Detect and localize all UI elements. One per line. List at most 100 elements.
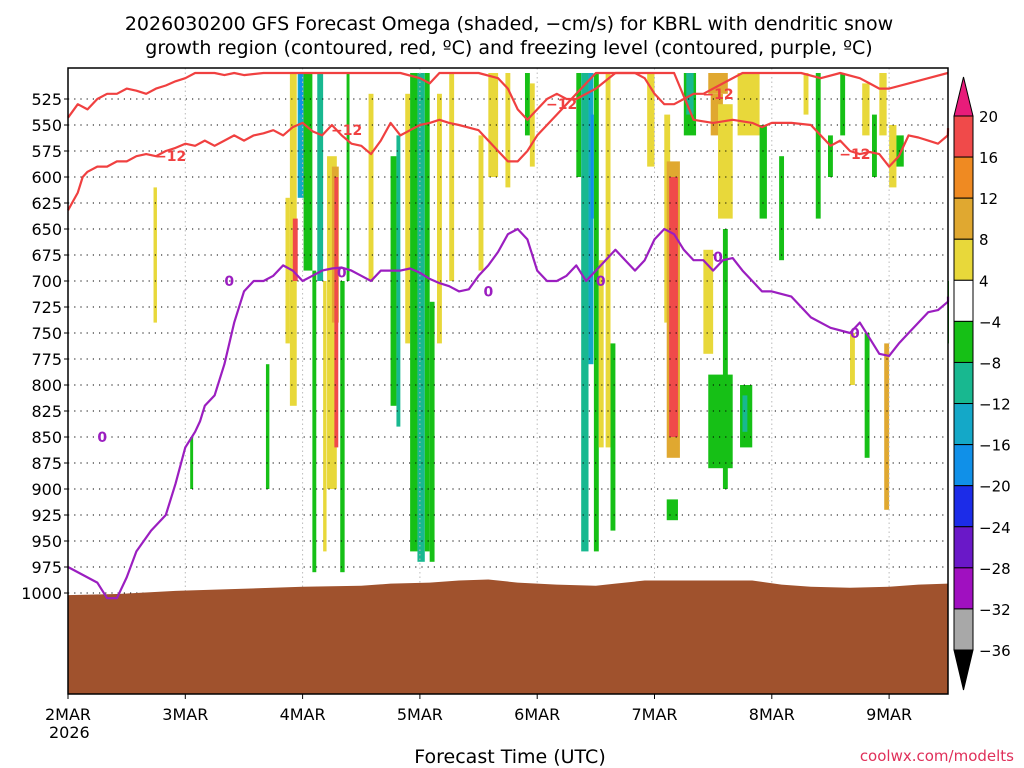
y-axis: 525 550 575 600 625 650 675 700 725 750 775 800 825 8…	[21, 90, 68, 603]
y-tick-label-725: 725	[31, 298, 62, 317]
dgz-lower-contour-label-2: −12	[839, 147, 870, 163]
colorbar-swatch-5	[953, 320, 974, 363]
freezing-level-contour-label-3: 0	[483, 284, 493, 300]
colorbar-label-11: −28	[979, 560, 1011, 578]
omega-band-25	[437, 93, 442, 344]
colorbar-label-12: −32	[979, 601, 1011, 619]
dgz-upper-contour-line	[67, 71, 949, 121]
colorbar-swatch-12	[953, 608, 974, 651]
colorbar-swatch-1	[953, 156, 974, 199]
colorbar-swatch-3	[953, 238, 974, 281]
x-tick-label-4MAR: 4MAR	[280, 705, 326, 724]
freezing-level-contour-label-0: 0	[97, 430, 107, 446]
colorbar-label-13: −36	[979, 642, 1011, 660]
freezing-level-contour-layer: 0 0 0 0 0 0 0	[67, 227, 950, 600]
freezing-level-contour-label-4: 0	[596, 274, 606, 290]
omega-band-46	[686, 73, 694, 115]
colorbar-swatch-6	[953, 361, 974, 405]
colorbar-bottom-arrow	[953, 649, 974, 691]
x-axis-title: Forecast Time (UTC)	[414, 746, 605, 768]
dgz-upper-contour-label-1: −12	[702, 87, 733, 103]
omega-band-69	[896, 135, 904, 167]
colorbar-label-1: 16	[979, 149, 998, 167]
omega-band-51	[737, 73, 760, 136]
omega-band-35	[590, 114, 594, 219]
omega-band-21	[410, 73, 418, 552]
omega-band-15	[340, 281, 345, 573]
y-tick-label-900: 900	[31, 480, 62, 499]
omega-band-44	[666, 499, 678, 521]
colorbar-swatch-9	[953, 485, 974, 528]
omega-band-58	[803, 73, 809, 115]
y-tick-label-975: 975	[31, 558, 62, 577]
omega-band-43	[669, 177, 678, 437]
x-tick-label-9MAR: 9MAR	[866, 705, 912, 724]
omega-band-18	[390, 156, 397, 406]
omega-band-64	[864, 333, 870, 458]
dgz-lower-contour-label-1: −12	[331, 123, 362, 139]
colorbar-swatch-7	[953, 403, 974, 446]
colorbar-label-9: −20	[979, 478, 1011, 496]
freezing-level-contour-label-6: 0	[850, 326, 860, 342]
omega-band-67	[884, 343, 890, 510]
colorbar-swatch-4	[953, 279, 974, 322]
freezing-level-contour-line	[67, 227, 950, 600]
y-tick-label-875: 875	[31, 454, 62, 473]
colorbar-label-2: 12	[979, 190, 998, 208]
omega-band-6	[297, 73, 304, 198]
colorbar-swatch-8	[953, 444, 974, 487]
omega-band-29	[505, 73, 511, 188]
omega-band-3	[285, 197, 290, 344]
x-axis: 2MAR 3MAR 4MAR 5MAR 6MAR 7MAR 8MAR 9MAR	[45, 694, 912, 724]
colorbar-swatch-10	[953, 526, 974, 569]
y-tick-label-825: 825	[31, 402, 62, 421]
omega-band-55	[742, 395, 748, 432]
x-tick-label-2MAR: 2MAR	[45, 705, 91, 724]
omega-band-57	[779, 156, 785, 261]
x-tick-label-6MAR: 6MAR	[514, 705, 560, 724]
omega-band-19	[396, 135, 401, 427]
omega-band-50	[718, 104, 733, 219]
title-line-1: 2026030200 GFS Forecast Omega (shaded, −…	[125, 13, 893, 35]
freezing-level-contour-label-5: 0	[713, 250, 723, 266]
omega-band-10	[317, 73, 324, 281]
omega-band-65	[871, 114, 877, 177]
y-tick-label-550: 550	[31, 116, 62, 135]
y-tick-label-525: 525	[31, 90, 62, 109]
colorbar-label-5: −4	[979, 313, 1001, 331]
x-tick-label-3MAR: 3MAR	[162, 705, 208, 724]
omega-band-8	[303, 73, 313, 271]
colorbar-label-7: −12	[979, 396, 1011, 414]
colorbar-label-10: −24	[979, 519, 1011, 537]
y-tick-label-1000: 1000	[21, 584, 62, 603]
colorbar-label-4: 4	[979, 272, 989, 290]
omega-band-30	[524, 73, 530, 136]
omega-band-17	[368, 93, 374, 281]
dgz-lower-contour-line	[67, 71, 950, 211]
omega-band-24	[429, 301, 435, 562]
colorbar-swatch-11	[953, 567, 974, 610]
omega-band-33	[581, 73, 589, 552]
freezing-level-contour-label-1: 0	[224, 274, 234, 290]
omega-band-39	[610, 343, 616, 531]
omega-band-1	[190, 437, 194, 489]
credit-text: coolwx.com/modelts	[860, 747, 1014, 765]
freezing-level-contour-label-2: 0	[337, 266, 347, 282]
x-tick-label-5MAR: 5MAR	[397, 705, 443, 724]
y-tick-label-950: 950	[31, 532, 62, 551]
colorbar-swatch-2	[953, 197, 974, 240]
colorbar-label-3: 8	[979, 231, 989, 249]
y-tick-label-575: 575	[31, 142, 62, 161]
omega-band-40	[647, 73, 655, 167]
colorbar-swatch-0	[953, 115, 974, 158]
omega-band-20	[405, 93, 411, 344]
y-tick-label-675: 675	[31, 246, 62, 265]
x-tick-label-8MAR: 8MAR	[749, 705, 795, 724]
omega-band-31	[529, 83, 535, 167]
omega-band-26	[449, 73, 455, 281]
y-tick-label-925: 925	[31, 506, 62, 525]
colorbar-top-arrow	[953, 76, 974, 117]
omega-band-27	[478, 135, 484, 271]
dgz-lower-contour-label-0: −12	[155, 149, 186, 165]
